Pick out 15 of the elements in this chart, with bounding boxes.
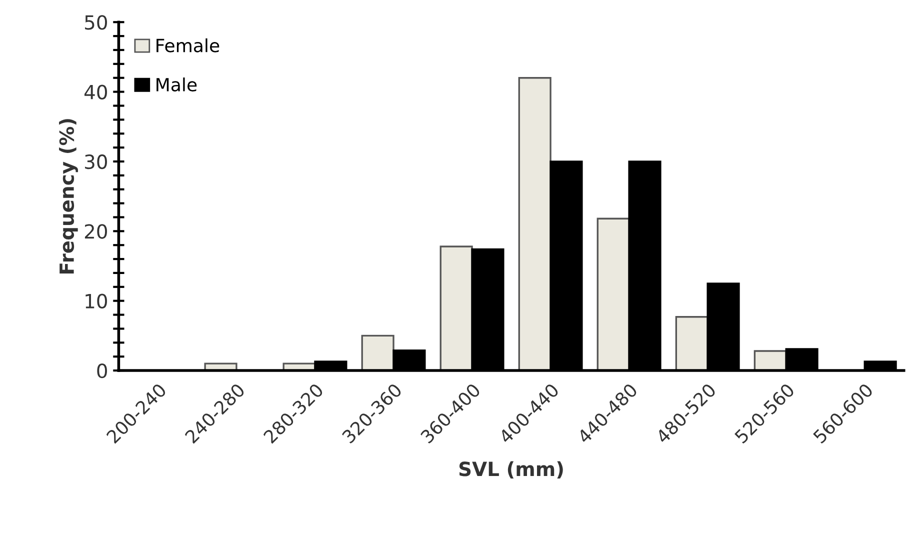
y-tick-label: 10 — [86, 294, 107, 308]
bar — [675, 316, 708, 371]
y-tick-label: 20 — [84, 224, 107, 239]
y-axis-title: Frequency (%) — [59, 119, 78, 274]
bar — [518, 77, 552, 371]
bar — [440, 246, 473, 371]
y-tick-label: 0 — [97, 363, 107, 378]
y-tick-label: 50 — [85, 15, 107, 30]
bar — [596, 218, 630, 371]
legend-label: Male — [156, 78, 197, 92]
y-tick-label: 30 — [85, 154, 107, 170]
legend-label: Female — [156, 38, 220, 52]
y-tick-label: 40 — [84, 84, 107, 100]
bar — [361, 334, 394, 371]
x-axis-title: SVL (mm) — [459, 461, 563, 479]
